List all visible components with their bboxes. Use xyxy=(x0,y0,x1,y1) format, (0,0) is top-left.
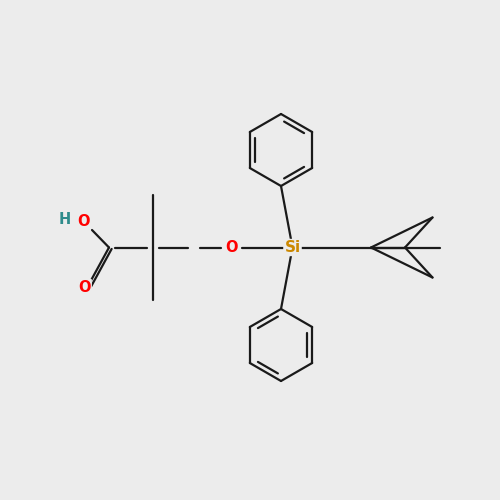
Text: O: O xyxy=(225,240,237,255)
Text: H: H xyxy=(59,212,71,228)
Text: O: O xyxy=(78,214,90,230)
Text: O: O xyxy=(78,280,91,295)
Text: Si: Si xyxy=(284,240,300,255)
